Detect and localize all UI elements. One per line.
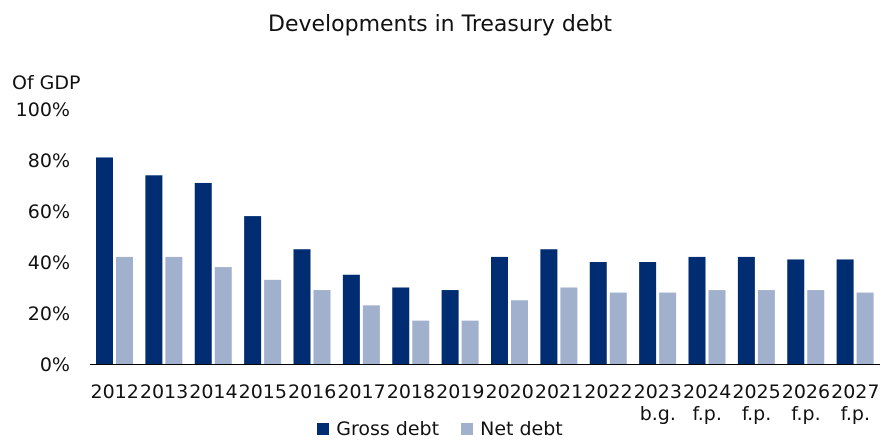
- gross-debt-bar-2025: [737, 256, 755, 364]
- gross-debt-bar-2024: [688, 256, 706, 364]
- net-debt-bar-2025: [757, 290, 775, 364]
- net-debt-bar-2020: [511, 300, 528, 364]
- x-tick-sublabel-2023: b.g.: [640, 403, 676, 425]
- net-debt-bar-2013: [165, 256, 183, 364]
- gross-debt-bar-2022: [589, 262, 607, 364]
- y-axis-label: Of GDP: [12, 72, 81, 94]
- x-tick-label-2018: 2018: [387, 381, 435, 403]
- x-tick-label-2020: 2020: [486, 381, 534, 403]
- legend-item-net: Net debt: [461, 419, 563, 439]
- legend-label-net: Net debt: [480, 418, 563, 440]
- gross-debt-bar-2026: [787, 259, 805, 364]
- x-tick-label-2021: 2021: [535, 381, 583, 403]
- x-tick-label-2016: 2016: [288, 381, 336, 403]
- gross-debt-bar-2019: [441, 290, 459, 364]
- net-debt-bar-2027: [856, 292, 874, 364]
- x-tick-sublabel-2025: f.p.: [742, 403, 771, 425]
- legend-swatch-gross: [317, 423, 330, 435]
- x-tick-label-2026: 2026: [782, 381, 830, 403]
- net-debt-bar-2018: [412, 320, 430, 364]
- gross-debt-bar-2016: [293, 249, 311, 364]
- net-debt-bar-2026: [807, 290, 825, 364]
- x-tick-label-2027: 2027: [831, 381, 879, 403]
- legend-item-gross: Gross debt: [317, 419, 439, 439]
- y-tick-label: 0%: [40, 354, 70, 376]
- gross-debt-bar-2013: [145, 175, 163, 364]
- legend-label-gross: Gross debt: [336, 418, 440, 440]
- net-debt-bar-2014: [214, 267, 232, 364]
- x-tick-label-2025: 2025: [732, 381, 780, 403]
- y-tick-label: 40%: [28, 252, 70, 274]
- y-tick-label: 20%: [28, 303, 70, 325]
- x-tick-label-2019: 2019: [436, 381, 484, 403]
- x-tick-label-2013: 2013: [140, 381, 188, 403]
- x-tick-label-2023: 2023: [634, 381, 682, 403]
- legend: Gross debt Net debt: [0, 419, 880, 439]
- gross-debt-bar-2017: [342, 274, 360, 364]
- net-debt-bar-2022: [609, 292, 627, 364]
- net-debt-bar-2019: [461, 320, 479, 364]
- x-tick-sublabel-2027: f.p.: [841, 403, 870, 425]
- x-tick-label-2014: 2014: [189, 381, 237, 403]
- chart-title: Developments in Treasury debt: [268, 12, 612, 37]
- net-debt-bar-2023: [659, 292, 677, 364]
- x-tick-label-2022: 2022: [584, 381, 632, 403]
- net-debt-bar-2016: [313, 290, 331, 364]
- x-tick-label-2017: 2017: [337, 381, 385, 403]
- net-debt-bar-2015: [264, 279, 282, 364]
- gross-debt-bar-2020: [491, 256, 508, 364]
- gross-debt-bar-2018: [392, 287, 410, 364]
- net-debt-bar-2012: [116, 256, 133, 364]
- legend-swatch-net: [461, 423, 474, 435]
- net-debt-bar-2024: [708, 290, 726, 364]
- gross-debt-bar-2012: [96, 157, 113, 364]
- y-tick-label: 100%: [16, 99, 70, 121]
- net-debt-bar-2021: [560, 287, 578, 364]
- gross-debt-bar-2021: [540, 249, 558, 364]
- y-tick-label: 60%: [28, 201, 70, 223]
- x-tick-label-2012: 2012: [91, 381, 139, 403]
- gross-debt-bar-2015: [244, 216, 262, 364]
- x-tick-sublabel-2024: f.p.: [692, 403, 721, 425]
- x-tick-label-2015: 2015: [239, 381, 287, 403]
- gross-debt-bar-2014: [194, 182, 212, 364]
- gross-debt-bar-2023: [639, 262, 657, 364]
- x-tick-label-2024: 2024: [683, 381, 731, 403]
- y-tick-label: 80%: [28, 150, 70, 172]
- x-tick-sublabel-2026: f.p.: [791, 403, 820, 425]
- net-debt-bar-2017: [362, 305, 380, 364]
- gross-debt-bar-2027: [836, 259, 854, 364]
